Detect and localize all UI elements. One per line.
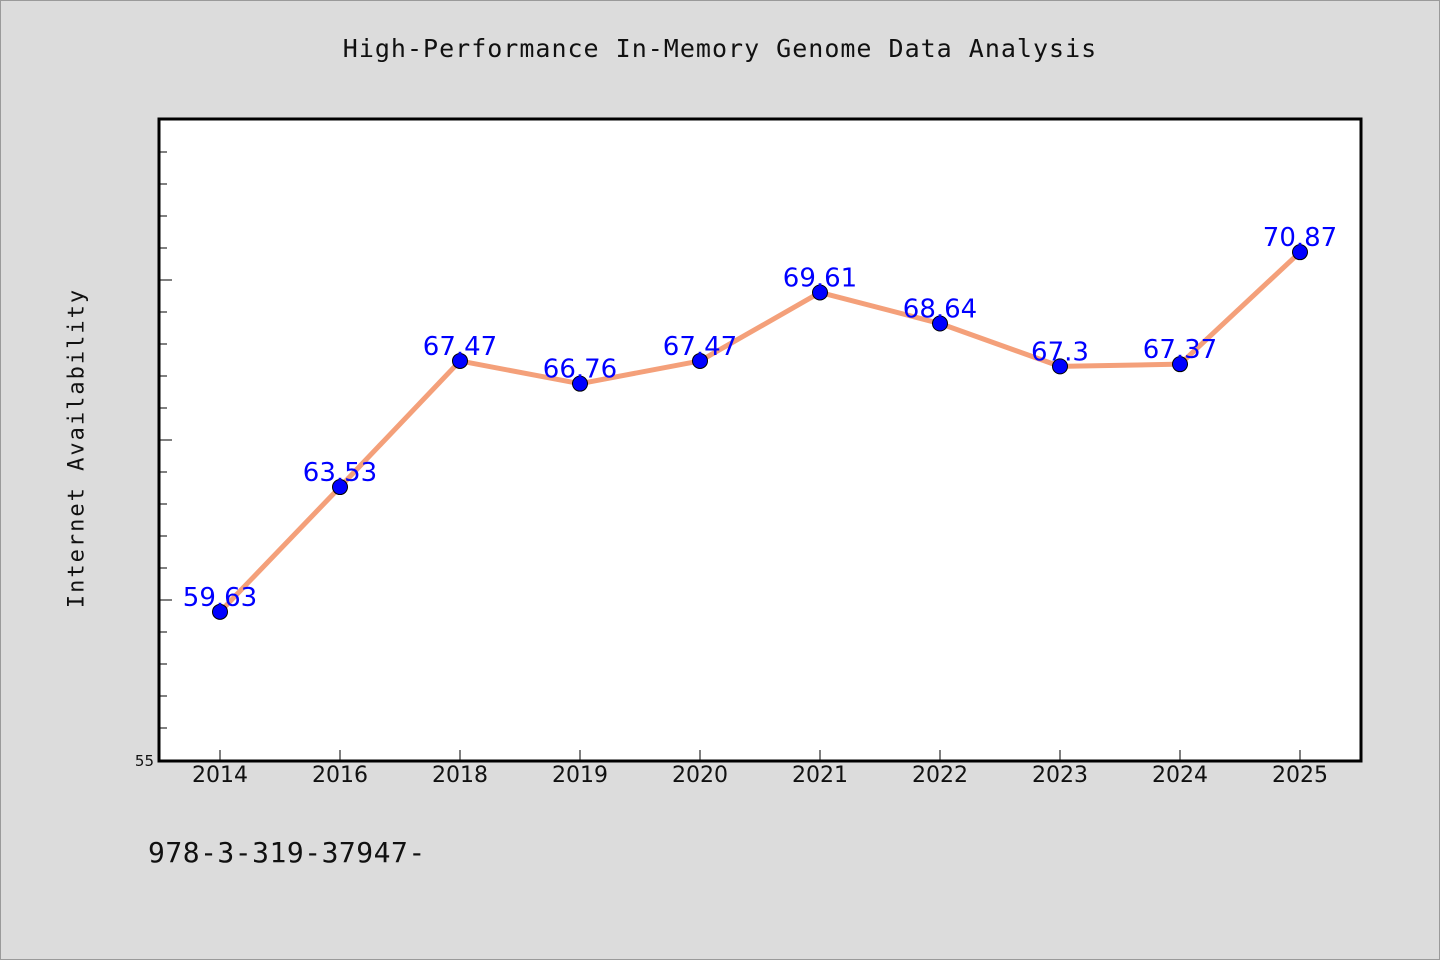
series-layer (212, 244, 1308, 620)
x-tick-label: 2025 (1272, 763, 1328, 788)
data-label: 68.64 (903, 295, 977, 325)
x-tick-label: 2023 (1032, 763, 1088, 788)
data-label: 67.47 (663, 332, 737, 362)
data-point (1172, 356, 1188, 373)
data-label: 67.47 (423, 332, 497, 362)
y-tick-label: 55 (135, 752, 154, 770)
data-point (1292, 244, 1308, 261)
data-point (1052, 358, 1068, 375)
x-tick-label: 2014 (192, 763, 248, 788)
x-tick-label: 2019 (552, 763, 608, 788)
data-point (812, 284, 828, 301)
x-tick-label: 2021 (792, 763, 848, 788)
data-label: 67.37 (1143, 335, 1217, 365)
data-point (332, 479, 348, 496)
data-label: 59.63 (183, 583, 257, 613)
x-tick-label: 2016 (312, 763, 368, 788)
data-point (932, 315, 948, 332)
data-point (572, 375, 588, 392)
x-tick-label: 2020 (672, 763, 728, 788)
data-label: 63.53 (303, 458, 377, 488)
footer-note: 978-3-319-37947- (148, 836, 426, 869)
chart-title: High-Performance In-Memory Genome Data A… (342, 34, 1098, 63)
x-axis-ticks: 2014 2016 2018 2019 2020 2021 2022 2023 2024 2025 (192, 750, 1328, 788)
series-line (217, 249, 1303, 615)
data-label: 66.76 (543, 355, 617, 385)
x-tick-label: 2018 (432, 763, 488, 788)
data-point (452, 352, 468, 369)
x-tick-label: 2022 (912, 763, 968, 788)
data-labels: 59.63 63.53 67.47 66.76 67.47 69.61 68.64 67.3 6… (183, 223, 1337, 613)
data-label: 69.61 (783, 263, 857, 293)
y-axis-ticks: 55 (135, 151, 172, 770)
data-label: 67.3 (1031, 337, 1089, 367)
x-tick-label: 2024 (1152, 763, 1208, 788)
data-point (212, 603, 228, 620)
plot-area (157, 117, 1363, 763)
data-point (692, 352, 708, 369)
data-label: 70.87 (1263, 223, 1337, 253)
